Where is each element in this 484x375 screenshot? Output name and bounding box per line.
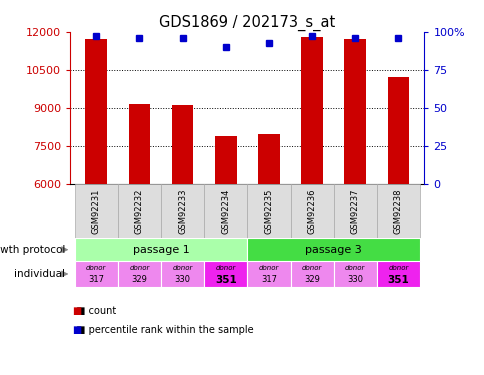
Text: donor: donor <box>258 265 279 271</box>
FancyBboxPatch shape <box>247 184 290 238</box>
FancyBboxPatch shape <box>333 261 376 287</box>
Text: ■ count: ■ count <box>70 306 116 316</box>
Text: donor: donor <box>302 265 322 271</box>
FancyBboxPatch shape <box>161 261 204 287</box>
Text: 317: 317 <box>88 275 104 284</box>
FancyBboxPatch shape <box>333 184 376 238</box>
Text: GSM92237: GSM92237 <box>350 188 359 234</box>
Text: donor: donor <box>172 265 192 271</box>
FancyBboxPatch shape <box>247 261 290 287</box>
Text: GSM92236: GSM92236 <box>307 188 316 234</box>
Text: 330: 330 <box>174 275 190 284</box>
FancyBboxPatch shape <box>204 261 247 287</box>
FancyBboxPatch shape <box>75 261 118 287</box>
Text: GSM92233: GSM92233 <box>178 188 187 234</box>
Text: individual: individual <box>15 269 65 279</box>
Text: 329: 329 <box>131 275 147 284</box>
Text: passage 1: passage 1 <box>132 245 189 255</box>
FancyBboxPatch shape <box>75 238 247 261</box>
FancyBboxPatch shape <box>118 261 161 287</box>
Text: donor: donor <box>215 265 235 271</box>
Bar <box>214 136 236 184</box>
Bar <box>344 39 365 184</box>
Bar <box>387 77 408 184</box>
Text: GSM92235: GSM92235 <box>264 188 273 234</box>
Bar <box>301 37 322 184</box>
Text: donor: donor <box>345 265 365 271</box>
Text: ■: ■ <box>72 306 81 316</box>
Bar <box>171 105 193 184</box>
Text: passage 3: passage 3 <box>305 245 362 255</box>
Text: 351: 351 <box>214 274 236 285</box>
Bar <box>85 39 107 184</box>
Text: 329: 329 <box>303 275 319 284</box>
Bar <box>128 104 150 184</box>
FancyBboxPatch shape <box>118 184 161 238</box>
Text: donor: donor <box>86 265 106 271</box>
Text: ■ percentile rank within the sample: ■ percentile rank within the sample <box>70 325 254 335</box>
FancyBboxPatch shape <box>247 238 419 261</box>
Text: donor: donor <box>129 265 149 271</box>
Text: GSM92238: GSM92238 <box>393 188 402 234</box>
Bar <box>257 134 279 184</box>
Text: 317: 317 <box>260 275 276 284</box>
FancyBboxPatch shape <box>204 184 247 238</box>
Title: GDS1869 / 202173_s_at: GDS1869 / 202173_s_at <box>159 14 335 30</box>
FancyBboxPatch shape <box>75 184 118 238</box>
Text: 351: 351 <box>387 274 408 285</box>
Text: ■: ■ <box>72 325 81 335</box>
Text: GSM92234: GSM92234 <box>221 188 230 234</box>
Text: donor: donor <box>388 265 408 271</box>
Text: 330: 330 <box>347 275 363 284</box>
FancyBboxPatch shape <box>161 184 204 238</box>
FancyBboxPatch shape <box>376 184 419 238</box>
Text: GSM92232: GSM92232 <box>135 188 144 234</box>
Text: GSM92231: GSM92231 <box>91 188 101 234</box>
FancyBboxPatch shape <box>290 261 333 287</box>
FancyBboxPatch shape <box>290 184 333 238</box>
FancyBboxPatch shape <box>376 261 419 287</box>
Text: growth protocol: growth protocol <box>0 245 65 255</box>
